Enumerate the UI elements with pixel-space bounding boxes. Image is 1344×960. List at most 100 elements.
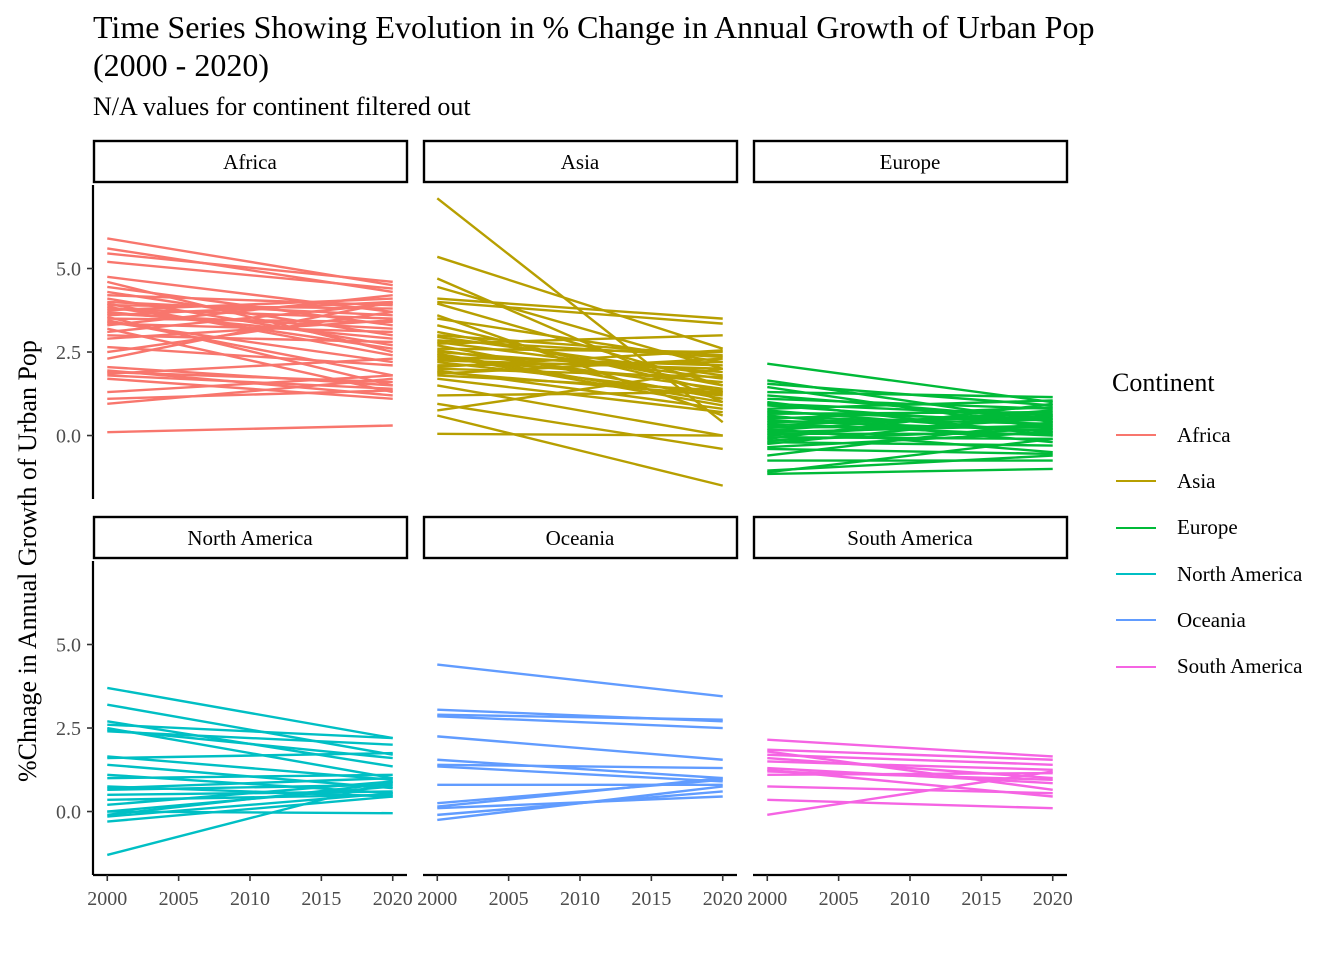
series-line xyxy=(437,357,723,375)
series-line xyxy=(767,756,1053,780)
legend-key-line xyxy=(1116,480,1156,483)
facet-strip-label: Oceania xyxy=(546,526,615,550)
legend-key-line xyxy=(1116,619,1156,622)
series-line xyxy=(107,320,393,364)
series-line xyxy=(437,763,723,770)
series-line xyxy=(436,255,724,350)
facet-strip xyxy=(422,515,739,560)
x-tick-label: 2000 xyxy=(417,888,457,910)
x-tick-label: 2020 xyxy=(703,888,743,910)
legend-label: Africa xyxy=(1177,422,1231,447)
series-line xyxy=(107,377,393,400)
series-line xyxy=(107,795,393,823)
legend-item: South America xyxy=(1112,643,1302,689)
y-tick-label: 0.0 xyxy=(56,802,81,824)
y-tick-label: 5.0 xyxy=(56,259,81,281)
legend-label: Europe xyxy=(1177,515,1238,540)
series-line xyxy=(767,414,1053,446)
y-tick-label: 5.0 xyxy=(56,635,81,657)
series-line xyxy=(107,260,393,290)
series-line xyxy=(107,370,393,384)
facet-strip-label: Europe xyxy=(880,150,941,174)
legend-item: Europe xyxy=(1112,505,1302,551)
series-line xyxy=(437,374,723,392)
x-tick-label: 2000 xyxy=(87,888,127,910)
legend-label: Oceania xyxy=(1177,607,1246,632)
facet-panel-africa: Africa 0.0 2.5 5.0 xyxy=(56,139,409,499)
legend-key-line xyxy=(1116,665,1156,668)
facet-panel-north-america: North America 2000 2005 2010 2015 2020 0.0 2.5 5… xyxy=(56,515,413,910)
legend: Continent Africa Asia Europe North America O… xyxy=(1112,368,1302,690)
x-tick-label: 2020 xyxy=(1033,888,1073,910)
legend-key-line xyxy=(1116,434,1156,437)
series-line xyxy=(437,765,723,783)
series-line xyxy=(437,758,723,780)
series-line xyxy=(767,399,1053,411)
facet-strip-label: Asia xyxy=(561,150,600,174)
series-line xyxy=(437,785,723,822)
facet-panel-oceania: Oceania 2000 2005 2010 2015 2020 xyxy=(417,515,743,910)
series-line xyxy=(106,780,394,857)
y-tick-label: 2.5 xyxy=(56,718,81,740)
series-line xyxy=(436,197,724,424)
series-line xyxy=(437,367,723,412)
series-line xyxy=(107,322,393,334)
legend-label: South America xyxy=(1177,654,1303,679)
legend-label: Asia xyxy=(1177,468,1216,493)
x-tick-label: 2005 xyxy=(159,888,199,910)
series-line xyxy=(437,776,723,808)
x-tick-label: 2005 xyxy=(819,888,859,910)
facet-strip-label: North America xyxy=(187,526,313,550)
y-tick-label: 0.0 xyxy=(56,426,81,448)
series-line xyxy=(107,300,393,317)
x-tick-label: 2010 xyxy=(230,888,270,910)
series-line xyxy=(107,810,393,815)
series-line xyxy=(107,377,393,405)
series-line xyxy=(767,770,1053,817)
x-tick-label: 2015 xyxy=(301,888,341,910)
facet-strip xyxy=(422,139,739,184)
x-tick-label: 2010 xyxy=(890,888,930,910)
series-line xyxy=(767,748,1053,761)
facet-strip xyxy=(92,515,409,560)
legend-item: Africa xyxy=(1112,412,1302,458)
series-line xyxy=(107,773,393,780)
series-line xyxy=(107,300,393,360)
series-line xyxy=(767,420,1053,457)
series-line xyxy=(437,347,723,354)
legend-key-line xyxy=(1116,526,1156,529)
series-line xyxy=(107,780,393,807)
x-tick-label: 2015 xyxy=(631,888,671,910)
series-line xyxy=(767,750,1053,792)
series-line xyxy=(437,334,723,345)
series-line xyxy=(107,730,393,746)
facet-panel-south-america: South America 2000 2005 2010 2015 2020 xyxy=(747,515,1073,910)
legend-item: Oceania xyxy=(1112,597,1302,643)
series-line xyxy=(767,467,1053,476)
series-line xyxy=(767,454,1053,472)
x-tick-label: 2015 xyxy=(961,888,1001,910)
series-line xyxy=(107,302,393,334)
series-line xyxy=(437,715,723,730)
x-tick-label: 2010 xyxy=(560,888,600,910)
series-line xyxy=(437,713,723,721)
series-line xyxy=(107,686,393,740)
legend-title: Continent xyxy=(1112,368,1215,397)
legend-key-line xyxy=(1116,573,1156,576)
legend-item: Asia xyxy=(1112,458,1302,504)
x-tick-label: 2005 xyxy=(489,888,529,910)
series-line xyxy=(767,738,1053,758)
series-line xyxy=(767,785,1053,795)
facet-strip xyxy=(752,139,1069,184)
series-line xyxy=(107,424,393,434)
series-line xyxy=(767,753,1053,766)
series-line xyxy=(437,349,723,369)
series-line xyxy=(767,798,1053,810)
series-line xyxy=(107,389,393,400)
chart-title: Time Series Showing Evolution in % Chang… xyxy=(93,9,1095,83)
series-line xyxy=(437,377,723,414)
series-line xyxy=(437,735,723,761)
series-line xyxy=(107,781,393,817)
series-line xyxy=(107,726,393,780)
